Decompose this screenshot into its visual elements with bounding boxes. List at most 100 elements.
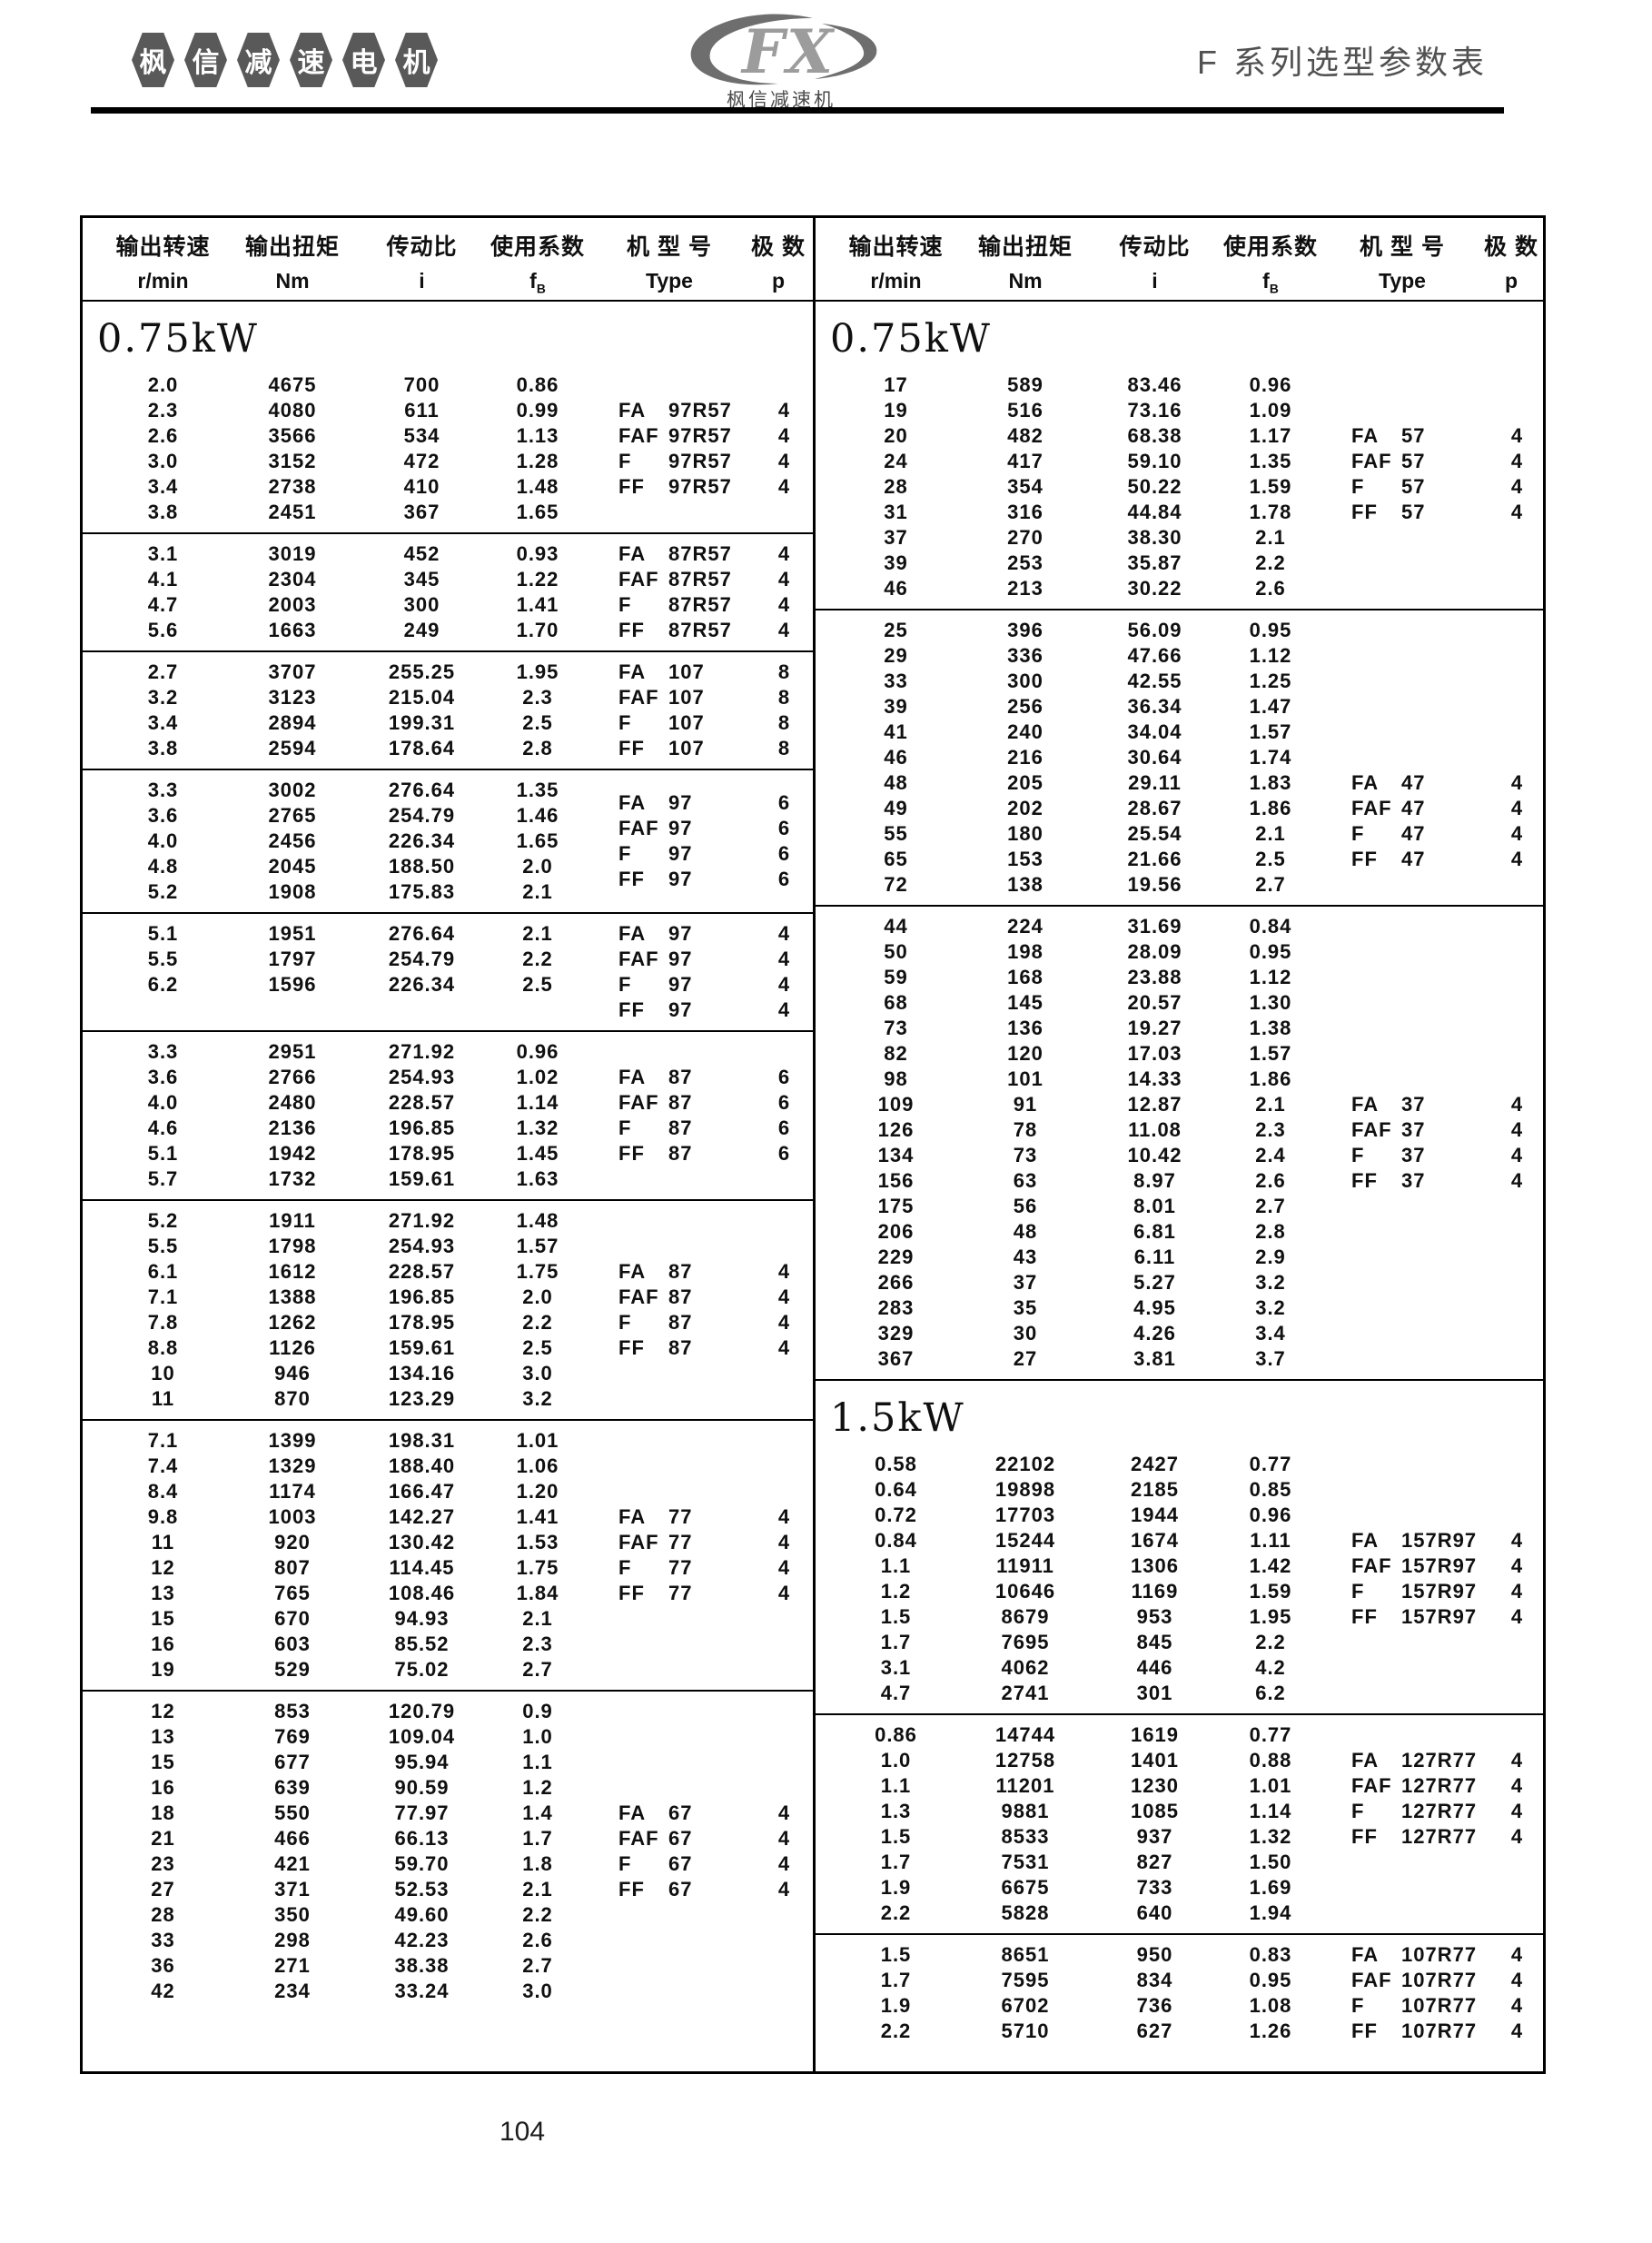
table-row: 24 417 59.10 1.35	[816, 449, 1543, 474]
type-pole-count: 4	[777, 1801, 791, 1824]
type-prefix: FAF	[618, 817, 659, 839]
type-pole-count: 4	[1510, 1118, 1524, 1141]
table-row: 59 168 23.88 1.12	[816, 965, 1543, 990]
cell-service-factor: 2.3	[1255, 1118, 1286, 1141]
type-prefix: FF	[618, 1142, 645, 1165]
table-row: 0.86 14744 1619 0.77	[816, 1722, 1543, 1748]
cell-output-speed: 7.4	[147, 1454, 179, 1477]
table-row: 19 516 73.16 1.09	[816, 398, 1543, 423]
cell-ratio: 226.34	[388, 829, 456, 852]
cell-service-factor: 1.46	[516, 804, 559, 827]
cell-output-speed: 0.64	[875, 1478, 917, 1501]
table-row: 2.2 5828 640 1.94	[816, 1901, 1543, 1926]
cell-service-factor: 1.95	[1249, 1605, 1292, 1628]
cell-service-factor: 1.86	[1249, 1067, 1292, 1090]
block-rows: 5.2 1911 271.92 1.48 5.5 1798 254.93 1.57 6.1 161…	[83, 1208, 813, 1412]
type-prefix: FF	[618, 737, 645, 759]
cell-ratio: 736	[1136, 1994, 1173, 2017]
cell-service-factor: 1.32	[516, 1117, 559, 1139]
table-row: 1.7 7595 834 0.95	[816, 1968, 1543, 1993]
type-model: 97R57	[668, 450, 732, 472]
table-row: 1.9 6702 736 1.08	[816, 1993, 1543, 2019]
type-prefix: F	[618, 450, 632, 472]
table-row: 46 216 30.64 1.74	[816, 745, 1543, 770]
cell-ratio: 59.70	[394, 1852, 450, 1875]
cell-output-speed: 156	[877, 1169, 915, 1192]
table-row: 0.64 19898 2185 0.85	[816, 1477, 1543, 1503]
cell-ratio: 59.10	[1127, 450, 1182, 472]
cell-output-speed: 1.7	[880, 1969, 912, 1991]
cell-service-factor: 0.85	[1249, 1478, 1292, 1501]
table-row: 4.7 2003 300 1.41	[83, 592, 813, 618]
cell-service-factor: 0.99	[516, 399, 559, 422]
column-header-row: 输出转速 输出扭矩 传动比 使用系数 机 型 号 极 数	[816, 229, 1543, 262]
type-prefix: FA	[1351, 424, 1380, 447]
cell-output-speed: 283	[877, 1296, 915, 1319]
type-row: F 97R57 4	[618, 449, 805, 474]
type-pole-count: 8	[777, 737, 791, 759]
type-prefix: FA	[618, 1801, 647, 1824]
cell-output-torque: 2045	[268, 855, 317, 878]
type-pole-count: 4	[1510, 1605, 1524, 1628]
cell-output-speed: 28	[884, 475, 908, 498]
table-row: 9.8 1003 142.27 1.41	[83, 1504, 813, 1530]
type-row: FAF 107 8	[618, 685, 805, 710]
cell-service-factor: 1.4	[522, 1801, 553, 1824]
cell-output-torque: 11911	[996, 1554, 1054, 1577]
type-row: F 107 8	[618, 710, 805, 736]
power-section-title: 1.5kW	[830, 1395, 965, 1441]
cell-output-speed: 5.7	[147, 1167, 179, 1190]
table-row: 3.3 3002 276.64 1.35	[83, 778, 813, 803]
type-prefix: FF	[1351, 1169, 1378, 1192]
type-pole-count: 4	[1510, 1774, 1524, 1797]
cell-ratio: 196.85	[388, 1117, 456, 1139]
table-row: 5.1 1951 276.64 2.1	[83, 921, 813, 947]
cell-ratio: 11.08	[1128, 1118, 1182, 1141]
cell-output-speed: 3.1	[147, 542, 179, 565]
table-row: 72 138 19.56 2.7	[816, 872, 1543, 898]
cell-output-speed: 126	[877, 1118, 915, 1141]
cell-ratio: 534	[403, 424, 440, 447]
table-row: 28 350 49.60 2.2	[83, 1902, 813, 1928]
type-model: 97	[668, 817, 693, 839]
cell-service-factor: 1.13	[516, 424, 559, 447]
cell-output-torque: 101	[1007, 1067, 1044, 1090]
cell-output-speed: 229	[877, 1246, 915, 1268]
type-list: FA 107 8 FAF 107 8 F 107 8 FF 107 8	[618, 660, 805, 761]
table-row: 49 202 28.67 1.86	[816, 796, 1543, 821]
cell-ratio: 19.56	[1127, 873, 1182, 896]
type-row: FF 127R77 4	[1351, 1824, 1538, 1850]
type-model: 97	[668, 791, 693, 814]
cell-service-factor: 1.14	[516, 1091, 559, 1114]
column-header-label: 传动比	[1119, 234, 1191, 260]
cell-service-factor: 1.70	[516, 619, 559, 641]
column-unit-label: r/min	[137, 269, 189, 293]
type-row: FF 87R57 4	[618, 618, 805, 643]
cell-service-factor: 1.35	[1249, 450, 1292, 472]
table-row: 20 482 68.38 1.17	[816, 423, 1543, 449]
cell-ratio: 20.57	[1127, 991, 1182, 1014]
table-row: 4.6 2136 196.85 1.32	[83, 1116, 813, 1141]
type-model: 127R77	[1401, 1800, 1478, 1822]
cell-output-torque: 9881	[1001, 1800, 1050, 1822]
type-prefix: F	[1351, 822, 1365, 845]
type-prefix: FA	[1351, 771, 1380, 794]
cell-ratio: 950	[1136, 1943, 1173, 1966]
column-unit-label: i	[419, 269, 425, 293]
table-row: 98 101 14.33 1.86	[816, 1067, 1543, 1092]
power-section: 0.75kW 17 589 83.46 0.96 19 516 73.16 1.09 20 482 6…	[816, 302, 1543, 1381]
type-row: F 47 4	[1351, 821, 1538, 847]
cell-ratio: 35.87	[1127, 551, 1182, 574]
type-row: F 77 4	[618, 1555, 805, 1581]
type-pole-count: 4	[777, 568, 791, 591]
table-row: 1.3 9881 1085 1.14	[816, 1799, 1543, 1824]
type-row: FA 87 6	[618, 1065, 805, 1090]
cell-service-factor: 1.86	[1249, 797, 1292, 819]
table-row: 39 256 36.34 1.47	[816, 694, 1543, 720]
type-model: 107	[668, 660, 705, 683]
cell-output-torque: 48	[1013, 1220, 1038, 1243]
cell-output-speed: 23	[151, 1852, 175, 1875]
cell-output-torque: 6702	[1001, 1994, 1050, 2017]
type-pole-count: 4	[1510, 1800, 1524, 1822]
cell-ratio: 345	[403, 568, 440, 591]
